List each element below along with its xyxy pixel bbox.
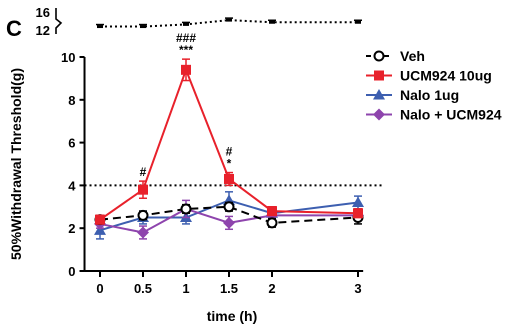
panel-label: C bbox=[6, 16, 22, 41]
point-ucm924-10ug-1 bbox=[138, 184, 148, 195]
x-tick-label-3: 3 bbox=[354, 281, 361, 296]
x-tick-label-1.5: 1.5 bbox=[220, 281, 238, 296]
series-line-veh bbox=[99, 205, 359, 224]
legend-label-nalo-ucm924: Nalo + UCM924 bbox=[400, 107, 502, 123]
y-tick-label-2: 2 bbox=[68, 221, 75, 236]
legend-marker-nalo-ucm924 bbox=[373, 108, 385, 121]
series-veh bbox=[94, 201, 364, 229]
upper-point-2 bbox=[183, 22, 189, 26]
series-line-ucm924-10ug bbox=[99, 67, 359, 221]
point-ucm924-10ug-0 bbox=[95, 214, 105, 225]
y-axis-label: 50%Withdrawal Threshold(g) bbox=[8, 68, 24, 260]
x-tick-label-0: 0 bbox=[96, 281, 103, 296]
x-tick-label-2: 2 bbox=[268, 281, 275, 296]
point-ucm924-10ug-5 bbox=[353, 208, 363, 219]
point-ucm924-10ug-2 bbox=[181, 64, 191, 75]
axes: 0 2 4 6 8 10 0 0.5 1 1.5 2 3 bbox=[61, 50, 364, 296]
upper-point-1 bbox=[140, 25, 146, 29]
point-nalo-ucm924-3 bbox=[223, 216, 235, 229]
x-tick-label-0.5: 0.5 bbox=[134, 281, 152, 296]
series-ucm924-10ug bbox=[95, 58, 363, 225]
y-tick-label-4: 4 bbox=[68, 178, 76, 193]
significance-mark-2-0: # bbox=[226, 145, 233, 159]
point-veh-4 bbox=[266, 217, 278, 229]
y-tick-label-6: 6 bbox=[68, 136, 75, 151]
upper-tick-label-16: 16 bbox=[36, 5, 50, 20]
upper-tick-label-12: 12 bbox=[36, 23, 50, 38]
upper-point-4 bbox=[269, 20, 275, 24]
point-nalo-1ug-5 bbox=[352, 196, 364, 208]
series-line-nalo-ucm924 bbox=[99, 207, 358, 234]
legend-label-ucm924-10ug: UCM924 10ug bbox=[400, 68, 492, 84]
upper-point-5 bbox=[355, 20, 361, 24]
significance-mark-1-1: *** bbox=[179, 43, 193, 57]
legend-label-veh: Veh bbox=[400, 48, 425, 64]
y-tick-label-8: 8 bbox=[68, 93, 75, 108]
annotation-layer: ####***#* bbox=[140, 31, 233, 179]
x-tick-label-1: 1 bbox=[182, 281, 189, 296]
upper-veh-line bbox=[100, 19, 358, 28]
significance-mark-2-1: * bbox=[227, 157, 232, 171]
upper-break-panel: 16 12 bbox=[36, 5, 362, 38]
point-veh-3 bbox=[223, 201, 235, 213]
point-veh-1 bbox=[137, 209, 149, 221]
point-ucm924-10ug-4 bbox=[267, 206, 277, 217]
point-veh-2 bbox=[180, 203, 192, 215]
upper-marks bbox=[96, 17, 362, 29]
series-layer bbox=[94, 58, 364, 240]
upper-point-0 bbox=[97, 25, 103, 29]
legend-marker-ucm924-10ug bbox=[374, 70, 384, 81]
legend-marker-veh bbox=[373, 50, 385, 62]
legend-label-nalo-1ug: Nalo 1ug bbox=[400, 87, 459, 103]
legend-marker-nalo-1ug bbox=[373, 89, 385, 100]
point-ucm924-10ug-3 bbox=[224, 173, 234, 184]
point-nalo-ucm924-1 bbox=[137, 226, 149, 239]
upper-point-3 bbox=[226, 18, 232, 22]
legend: Veh UCM924 10ug Nalo 1ug Nalo + UCM924 bbox=[366, 48, 502, 123]
significance-mark-0-0: # bbox=[140, 165, 147, 179]
x-axis-label: time (h) bbox=[207, 308, 258, 324]
significance-mark-1-0: ### bbox=[176, 31, 196, 45]
axis-break-mark bbox=[55, 8, 63, 34]
y-tick-label-10: 10 bbox=[61, 50, 75, 65]
y-tick-label-0: 0 bbox=[68, 264, 75, 279]
